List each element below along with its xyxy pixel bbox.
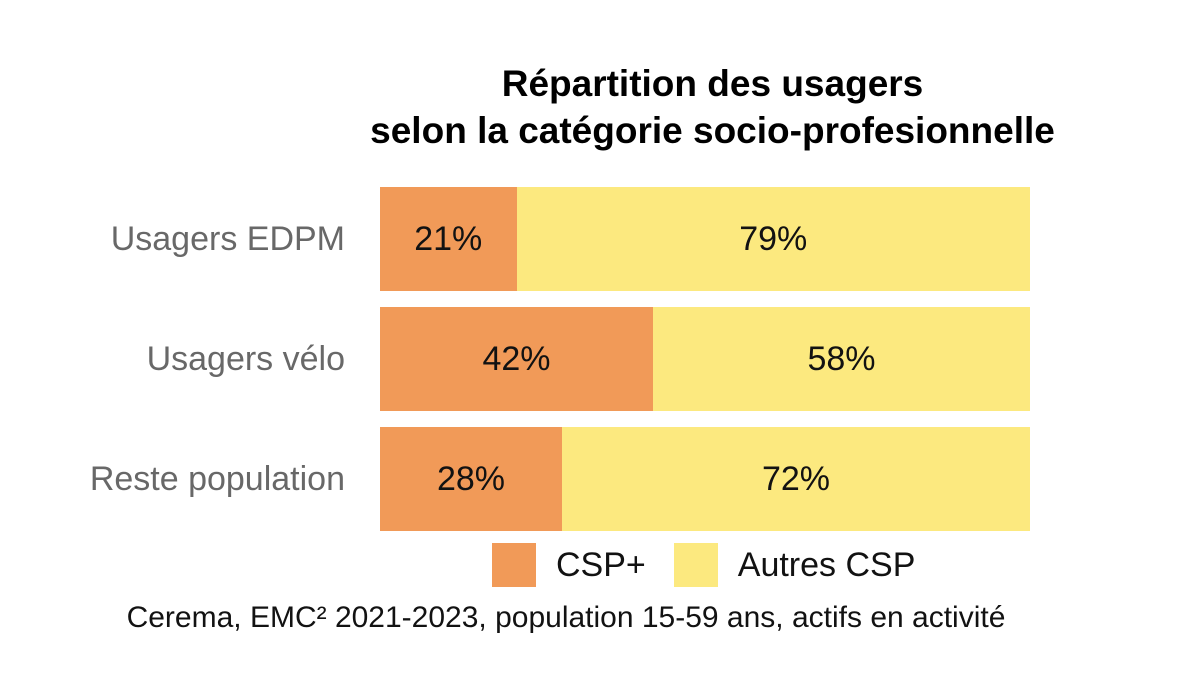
chart-row: Usagers vélo 42% 58%	[0, 307, 1200, 411]
chart-row: Usagers EDPM 21% 79%	[0, 187, 1200, 291]
chart-row: Reste population 28% 72%	[0, 427, 1200, 531]
legend-item: Autres CSP	[673, 543, 916, 587]
bar-chart: Usagers EDPM 21% 79% Usagers vélo 42% 58% Rest…	[0, 187, 1200, 547]
legend-label: Autres CSP	[737, 545, 916, 584]
category-label: Usagers vélo	[146, 339, 345, 378]
legend: CSP+ Autres CSP	[492, 543, 915, 587]
bar-segment-autres-csp: 58%	[653, 307, 1030, 411]
legend-swatch	[673, 543, 718, 587]
bar-segment-csp-plus: 21%	[380, 187, 517, 291]
bar-segment-autres-csp: 72%	[562, 427, 1030, 531]
bar-segment-autres-csp: 79%	[516, 187, 1030, 291]
legend-label: CSP+	[556, 545, 646, 584]
stacked-bar: 28% 72%	[380, 427, 1030, 531]
stacked-bar: 42% 58%	[380, 307, 1030, 411]
source-note: Cerema, EMC² 2021-2023, population 15-59…	[126, 601, 1006, 634]
stacked-bar: 21% 79%	[380, 187, 1030, 291]
bar-segment-csp-plus: 28%	[380, 427, 562, 531]
category-label: Reste population	[89, 459, 345, 498]
chart-title-line2: selon la catégorie socio-profesionnelle	[370, 110, 1055, 152]
legend-swatch	[492, 543, 536, 587]
legend-item: CSP+	[492, 543, 646, 587]
chart-title-line1: Répartition des usagers	[501, 63, 924, 104]
category-label: Usagers EDPM	[110, 219, 345, 258]
bar-segment-csp-plus: 42%	[380, 307, 653, 411]
chart-title: Répartition des usagers selon la catégor…	[225, 60, 1200, 155]
